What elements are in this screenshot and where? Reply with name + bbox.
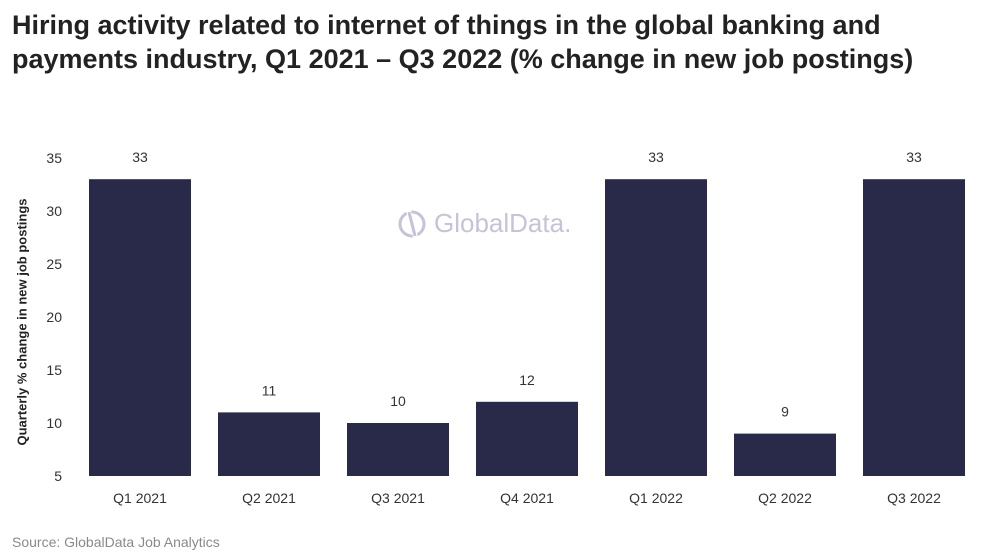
bar: [734, 433, 836, 476]
x-tick-label: Q1 2021: [113, 490, 167, 506]
bar: [605, 179, 707, 476]
x-tick-label: Q3 2021: [371, 490, 425, 506]
watermark-text: GlobalData.: [434, 207, 572, 238]
y-tick-label: 15: [46, 362, 62, 378]
x-axis-labels: Q1 2021 Q2 2021 Q3 2021 Q4 2021 Q1 2022 Q2 20…: [113, 490, 941, 506]
chart-title: Hiring activity related to internet of t…: [12, 10, 914, 74]
data-label: 12: [519, 372, 535, 388]
y-tick-label: 35: [46, 150, 62, 166]
bar: [218, 412, 320, 476]
x-tick-label: Q1 2022: [629, 490, 683, 506]
y-tick-label: 25: [46, 256, 62, 272]
bar: [476, 401, 578, 476]
y-tick-label: 30: [46, 203, 62, 219]
globaldata-logo-icon: [398, 208, 426, 240]
y-axis-ticks: 5 10 15 20 25 30 35: [46, 150, 62, 484]
bars: [89, 179, 965, 476]
bar: [863, 179, 965, 476]
x-tick-label: Q2 2022: [758, 490, 812, 506]
y-tick-label: 10: [46, 415, 62, 431]
data-labels: 33 11 10 12 33 9 33: [132, 149, 922, 419]
x-tick-label: Q3 2022: [887, 490, 941, 506]
x-tick-label: Q2 2021: [242, 490, 296, 506]
source-note: Source: GlobalData Job Analytics: [12, 534, 220, 550]
data-label: 11: [262, 382, 277, 398]
data-label: 10: [390, 393, 406, 409]
data-label: 33: [906, 149, 922, 165]
bar: [347, 423, 449, 476]
data-label: 9: [781, 404, 789, 420]
y-tick-label: 20: [46, 309, 62, 325]
bar: [89, 179, 191, 476]
x-tick-label: Q4 2021: [500, 490, 554, 506]
data-label: 33: [132, 149, 148, 165]
globaldata-watermark: GlobalData.: [396, 206, 571, 240]
y-tick-label: 5: [54, 468, 62, 484]
data-label: 33: [648, 149, 664, 165]
